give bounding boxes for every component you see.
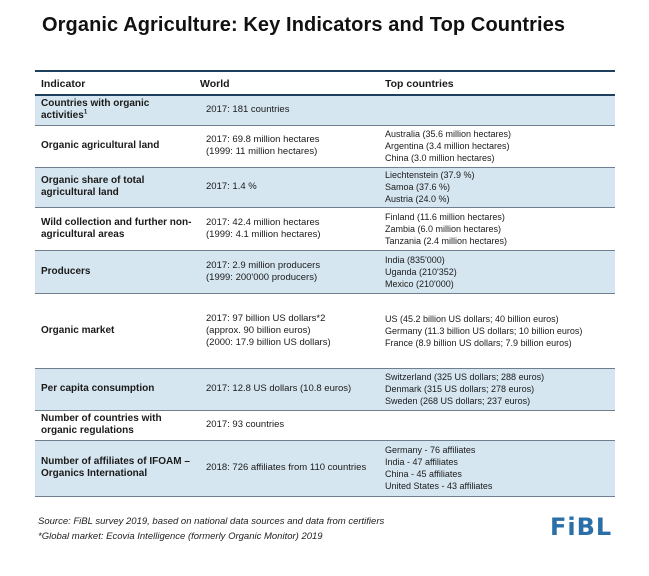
top-countries-cell: US (45.2 billion US dollars; 40 billion …	[379, 293, 615, 369]
indicator-cell: Producers	[35, 250, 194, 294]
indicator-cell: Organic market	[35, 293, 194, 369]
world-line: (approx. 90 billion euros)	[206, 324, 311, 336]
top-countries-cell	[379, 410, 615, 441]
indicator-cell: Countries with organic activities1	[35, 95, 194, 126]
world-line: 2018: 726 affiliates from 110 countries	[206, 462, 367, 473]
top-country-line: Austria (24.0 %)	[385, 194, 450, 204]
indicator-cell: Organic share of total agricultural land	[35, 167, 194, 208]
indicator-cell: Number of affiliates of IFOAM – Organics…	[35, 440, 194, 497]
world-cell: 2017: 12.8 US dollars (10.8 euros)	[194, 368, 379, 411]
world-cell: 2017: 42.4 million hectares (1999: 4.1 m…	[194, 207, 379, 251]
top-country-line: France (8.9 billion US dollars; 7.9 bill…	[385, 337, 572, 348]
top-country-line: Denmark (315 US dollars; 278 euros)	[385, 384, 535, 394]
page-title: Organic Agriculture: Key Indicators and …	[42, 14, 566, 36]
top-country-line: Germany - 76 affiliates	[385, 445, 476, 455]
top-countries-cell: Switzerland (325 US dollars; 288 euros) …	[379, 368, 615, 411]
top-country-line: India - 47 affiliates	[385, 457, 458, 467]
top-country-line: United States - 43 affiliates	[385, 481, 493, 491]
top-country-line: Mexico (210'000)	[385, 278, 454, 289]
top-countries-cell: Liechtenstein (37.9 %) Samoa (37.6 %) Au…	[379, 167, 615, 208]
table-row: Number of countries with organic regulat…	[35, 410, 615, 441]
top-countries-cell: Australia (35.6 million hectares) Argent…	[379, 125, 615, 168]
top-country-line: China - 45 affiliates	[385, 469, 462, 479]
table-row: Per capita consumption 2017: 12.8 US dol…	[35, 368, 615, 411]
top-country-line: US (45.2 billion US dollars; 40 billion …	[385, 313, 559, 324]
world-line: (1999: 11 million hectares)	[206, 146, 318, 157]
top-country-line: Argentina (3.4 million hectares)	[385, 141, 510, 151]
world-line: 2017: 12.8 US dollars (10.8 euros)	[206, 383, 352, 394]
table-header-row: Indicator World Top countries	[35, 70, 615, 96]
world-line: 2017: 42.4 million hectares	[206, 216, 320, 228]
top-country-line: Liechtenstein (37.9 %)	[385, 170, 475, 180]
world-cell: 2017: 1.4 %	[194, 167, 379, 208]
indicator-cell: Per capita consumption	[35, 368, 194, 411]
table-row: Number of affiliates of IFOAM – Organics…	[35, 440, 615, 497]
top-country-line: Switzerland (325 US dollars; 288 euros)	[385, 372, 545, 382]
top-country-line: Sweden (268 US dollars; 237 euros)	[385, 396, 531, 406]
fibl-logo: FiBL	[550, 513, 613, 541]
top-countries-cell: Finland (11.6 million hectares) Zambia (…	[379, 207, 615, 251]
world-line: (2000: 17.9 billion US dollars)	[206, 336, 331, 348]
table-row: Wild collection and further non-agricult…	[35, 207, 615, 251]
top-country-line: Finland (11.6 million hectares)	[385, 211, 505, 222]
table-row: Countries with organic activities1 2017:…	[35, 95, 615, 126]
source-note: Source: FiBL survey 2019, based on natio…	[38, 516, 385, 527]
world-cell: 2017: 93 countries	[194, 410, 379, 441]
world-line: (1999: 200'000 producers)	[206, 271, 318, 283]
table-row: Organic market 2017: 97 billion US dolla…	[35, 293, 615, 369]
world-cell: 2017: 97 billion US dollars*2 (approx. 9…	[194, 293, 379, 369]
world-cell: 2017: 2.9 million producers (1999: 200'0…	[194, 250, 379, 294]
header-indicator: Indicator	[35, 70, 194, 96]
top-country-line: Uganda (210'352)	[385, 266, 457, 277]
top-countries-cell: India (835'000) Uganda (210'352) Mexico …	[379, 250, 615, 294]
world-line: 2017: 1.4 %	[206, 181, 257, 192]
indicator-cell: Wild collection and further non-agricult…	[35, 207, 194, 251]
top-country-line: Germany (11.3 billion US dollars; 10 bil…	[385, 325, 583, 336]
header-world: World	[194, 70, 379, 96]
world-line: 2017: 181 countries	[206, 104, 290, 116]
market-footnote: *Global market: Ecovia Intelligence (for…	[38, 531, 323, 542]
indicator-cell: Organic agricultural land	[35, 125, 194, 168]
world-cell: 2017: 181 countries	[194, 95, 379, 126]
header-top-countries: Top countries	[379, 70, 615, 96]
top-country-line: Tanzania (2.4 million hectares)	[385, 235, 508, 246]
top-country-line: India (835'000)	[385, 254, 445, 265]
table-row: Organic agricultural land 2017: 69.8 mil…	[35, 125, 615, 168]
world-line: 2017: 69.8 million hectares	[206, 134, 320, 145]
indicator-cell: Number of countries with organic regulat…	[35, 410, 194, 441]
indicator-text: Countries with organic activities	[41, 98, 150, 122]
top-country-line: Samoa (37.6 %)	[385, 182, 451, 192]
world-line: 2017: 93 countries	[206, 419, 285, 430]
footnote-marker: 1	[83, 109, 88, 116]
top-countries-cell	[379, 95, 615, 126]
top-countries-cell: Germany - 76 affiliates India - 47 affil…	[379, 440, 615, 497]
world-cell: 2018: 726 affiliates from 110 countries	[194, 440, 379, 497]
indicators-table: Indicator World Top countries Countries …	[35, 70, 615, 497]
world-line: 2017: 2.9 million producers	[206, 259, 321, 271]
top-country-line: China (3.0 million hectares)	[385, 153, 495, 163]
table-row: Organic share of total agricultural land…	[35, 167, 615, 208]
top-country-line: Zambia (6.0 million hectares)	[385, 223, 502, 234]
world-cell: 2017: 69.8 million hectares (1999: 11 mi…	[194, 125, 379, 168]
top-country-line: Australia (35.6 million hectares)	[385, 129, 512, 139]
world-line: (1999: 4.1 million hectares)	[206, 228, 321, 240]
table-row: Producers 2017: 2.9 million producers (1…	[35, 250, 615, 294]
world-line: 2017: 97 billion US dollars*2	[206, 312, 326, 324]
